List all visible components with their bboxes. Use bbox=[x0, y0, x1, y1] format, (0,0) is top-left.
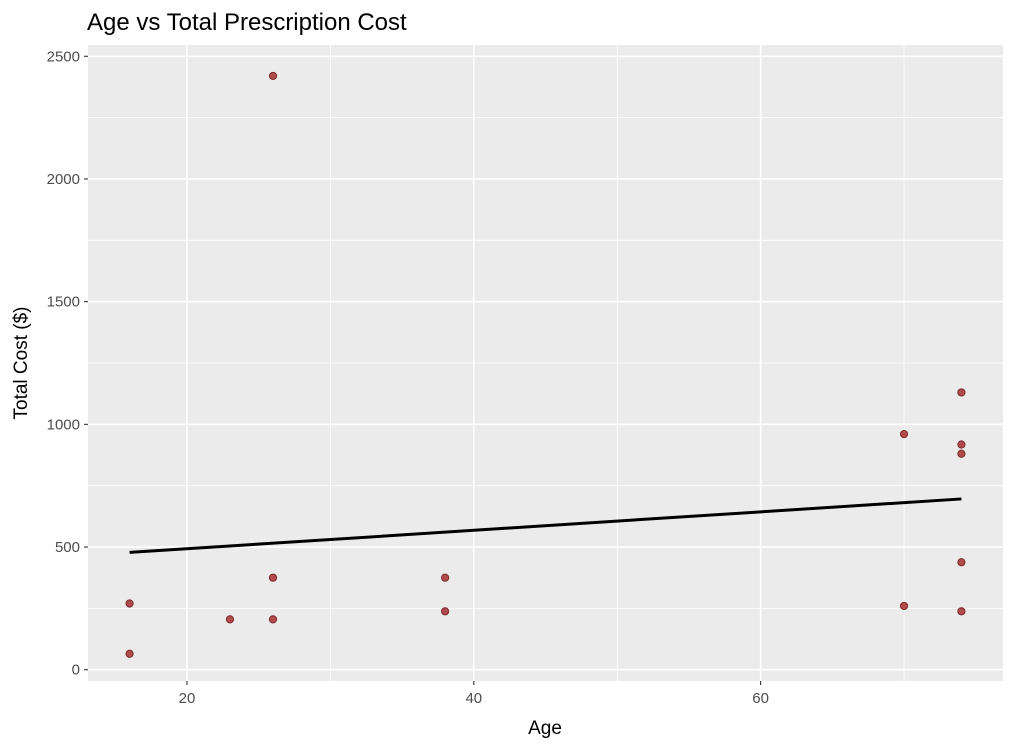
data-point bbox=[957, 388, 966, 397]
data-point bbox=[268, 615, 278, 624]
x-tick-label: 40 bbox=[465, 690, 482, 707]
chart-title: Age vs Total Prescription Cost bbox=[87, 9, 407, 36]
y-tick-label: 2000 bbox=[47, 171, 80, 188]
data-point bbox=[957, 449, 966, 458]
y-axis: 0 500 1000 1500 2000 2500 bbox=[47, 48, 88, 679]
y-tick-label: 2500 bbox=[47, 48, 80, 65]
x-axis: 20 40 60 bbox=[179, 681, 769, 707]
data-point bbox=[899, 601, 909, 611]
data-points bbox=[125, 71, 966, 658]
data-point bbox=[268, 71, 278, 81]
y-tick-label: 0 bbox=[72, 662, 80, 679]
data-point bbox=[125, 649, 134, 658]
data-point bbox=[957, 558, 966, 567]
data-point bbox=[125, 599, 134, 608]
y-axis-title: Total Cost ($) bbox=[11, 307, 32, 420]
x-axis-title: Age bbox=[528, 718, 562, 739]
trend-line-group bbox=[129, 497, 962, 554]
x-tick-label: 60 bbox=[752, 690, 769, 707]
data-point bbox=[441, 607, 450, 616]
data-point bbox=[441, 573, 450, 582]
y-tick-label: 1500 bbox=[47, 294, 80, 311]
y-tick-label: 500 bbox=[55, 539, 80, 556]
data-point bbox=[268, 573, 278, 582]
x-tick-label: 20 bbox=[179, 690, 196, 707]
data-point bbox=[957, 440, 966, 449]
data-point bbox=[957, 607, 966, 616]
major-gridlines bbox=[88, 45, 1003, 681]
data-point bbox=[899, 430, 909, 439]
data-point bbox=[225, 615, 235, 624]
y-tick-label: 1000 bbox=[47, 416, 80, 433]
minor-gridlines bbox=[88, 45, 1003, 681]
trend-line bbox=[129, 497, 962, 554]
